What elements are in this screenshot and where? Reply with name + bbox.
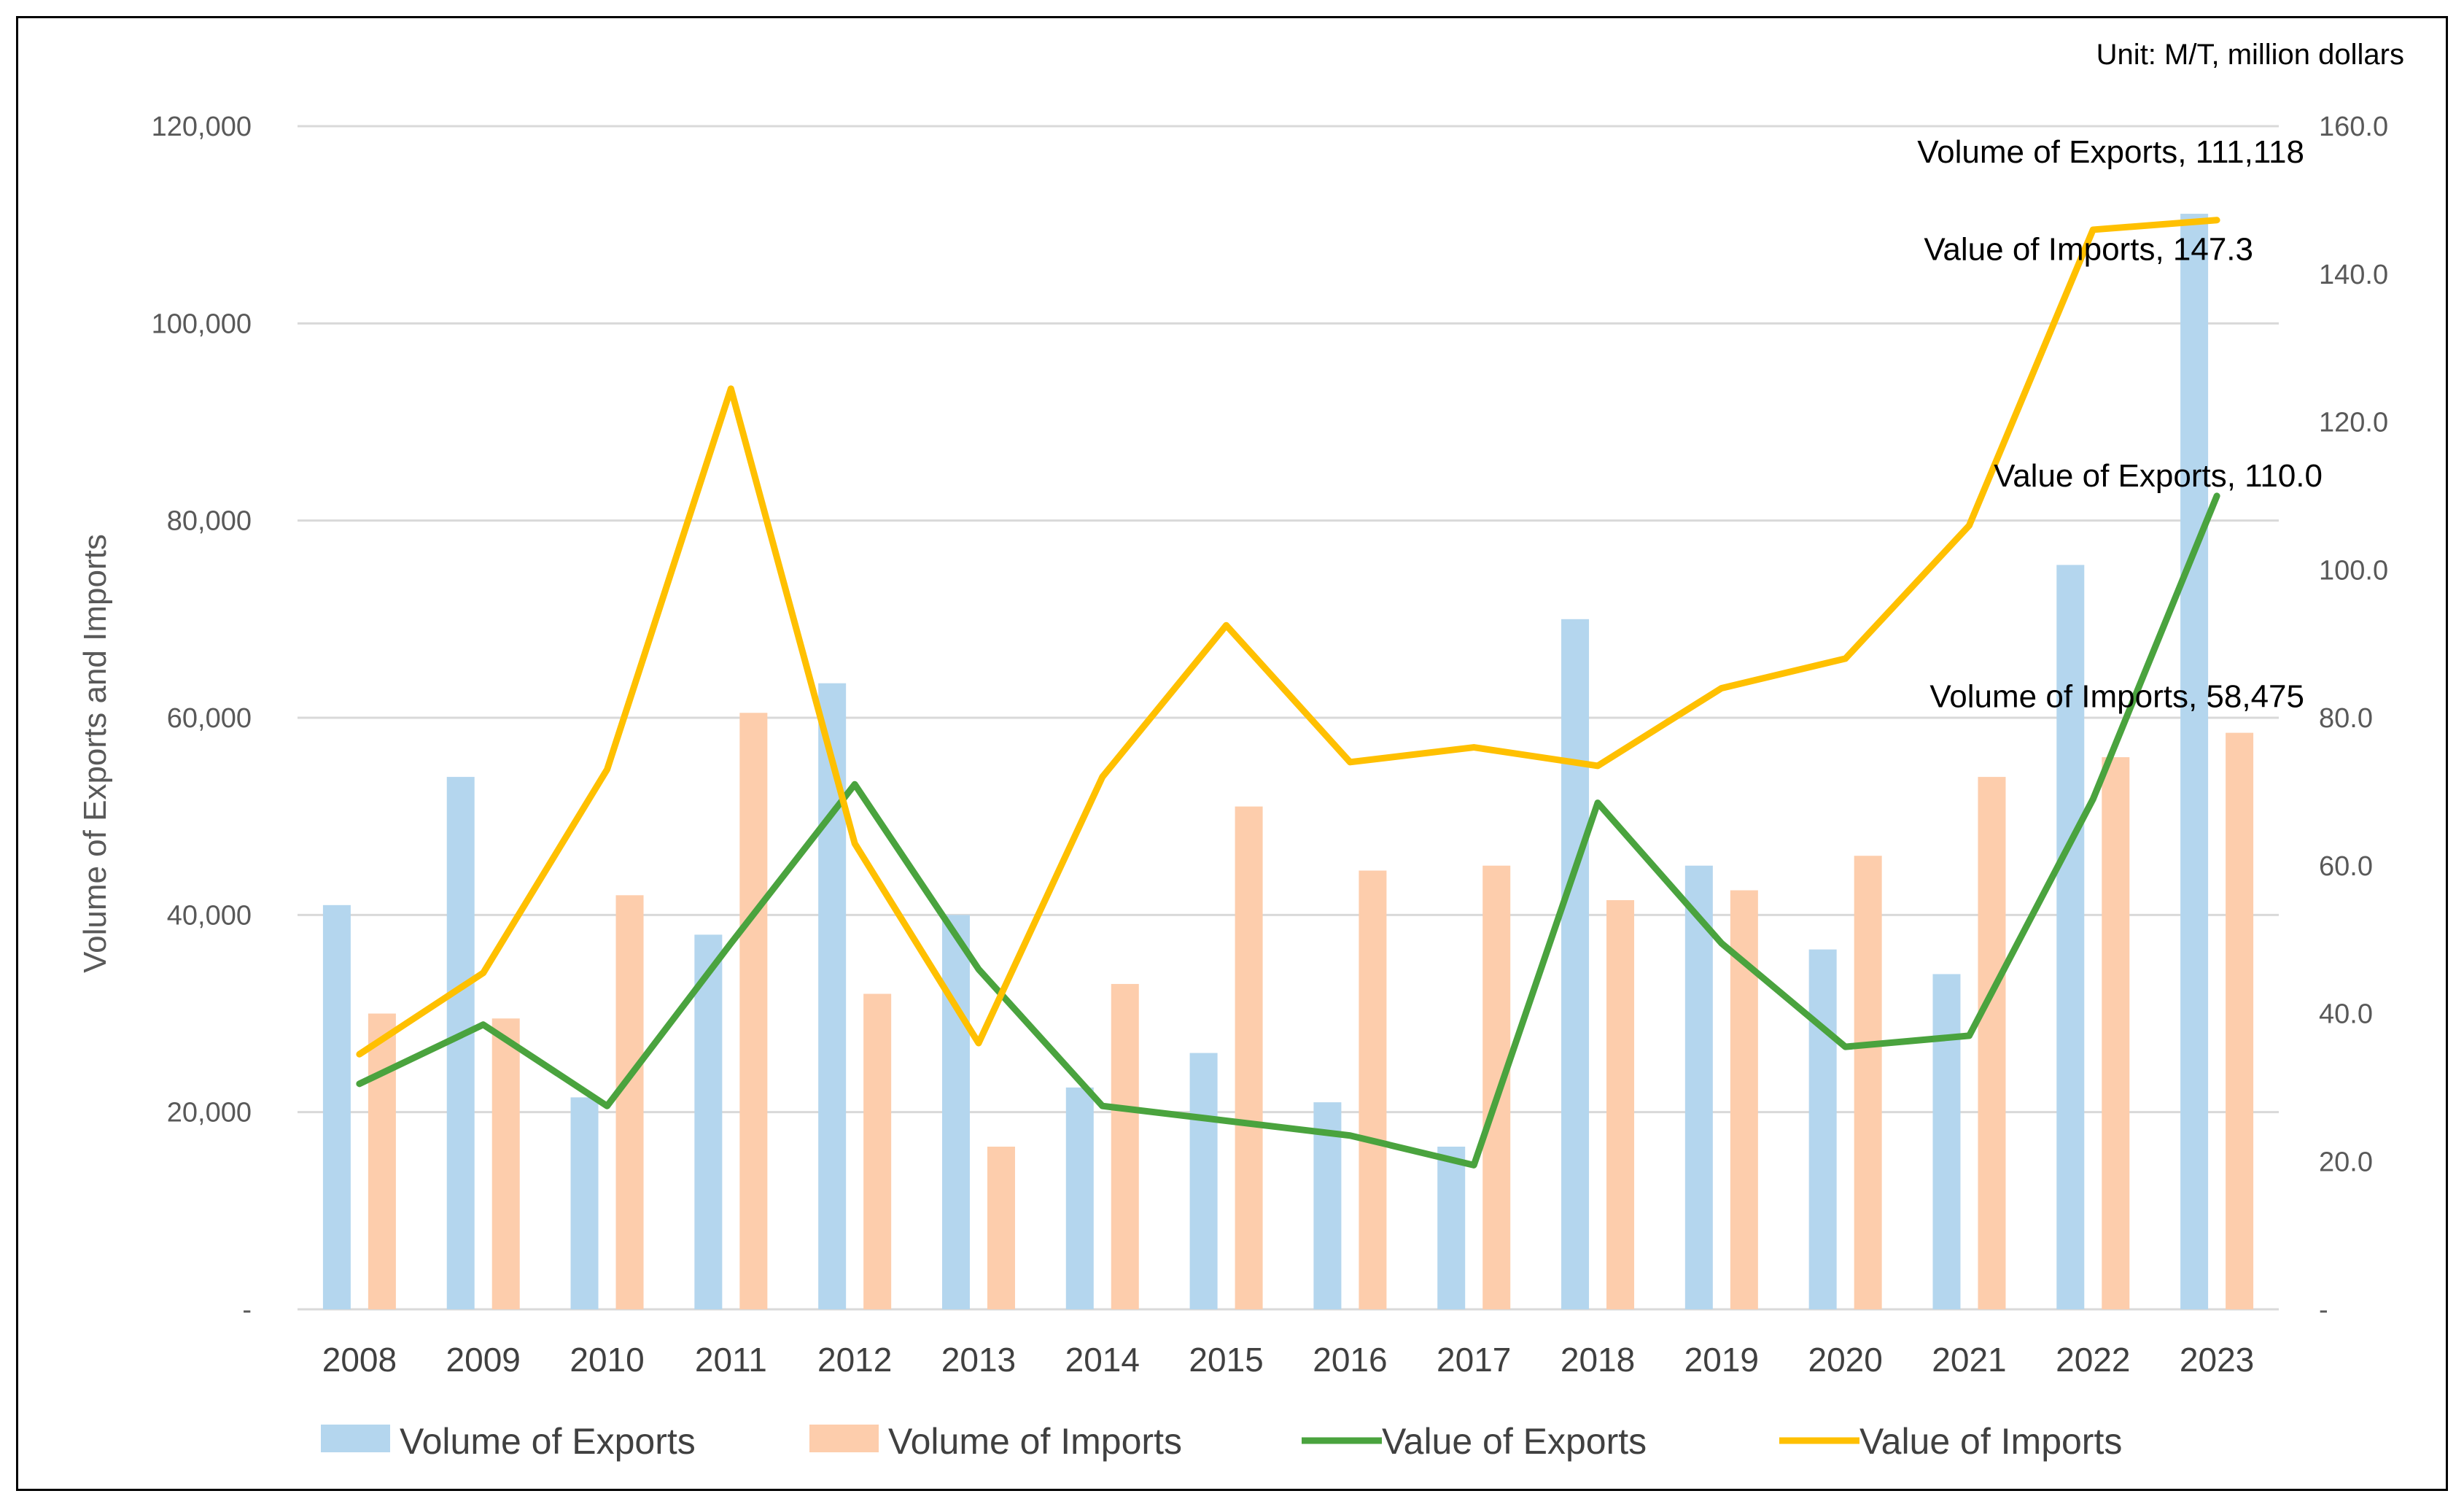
bar-volume-of-imports-2011: [739, 713, 768, 1309]
right-tick-label: 100.0: [2319, 555, 2388, 586]
legend-label-volume-of-exports: Volume of Exports: [400, 1421, 696, 1462]
right-tick-label: 20.0: [2319, 1147, 2373, 1177]
chart: -20,00040,00060,00080,000100,000120,000 …: [77, 39, 2404, 1462]
bar-volume-of-imports-2022: [2102, 757, 2130, 1309]
x-tick-label: 2013: [941, 1341, 1016, 1379]
right-tick-label: 80.0: [2319, 703, 2373, 734]
bar-volume-of-exports-2008: [322, 904, 351, 1309]
right-tick-label: 140.0: [2319, 260, 2388, 290]
line-value-of-imports: [356, 217, 2220, 1058]
bar-volume-of-imports-2021: [1978, 777, 2006, 1309]
right-axis-ticks: - 20.0 40.0 60.0 80.0 100.0 120.0 140.0 160.0: [2319, 112, 2388, 1325]
x-tick-label: 2023: [2180, 1341, 2254, 1379]
annotation-value-of-imports: Value of Imports, 147.3: [1924, 232, 2253, 268]
legend-swatch-volume-of-exports: [321, 1425, 390, 1452]
chart-frame: -20,000 40,000 60,000 80,000 100,000 120,000 …: [16, 16, 2448, 1491]
x-tick-label: 2019: [1684, 1341, 1759, 1379]
x-tick-label: 2018: [1561, 1341, 1635, 1379]
annotation-volume-of-exports: Volume of Exports, 111,118: [1917, 134, 2304, 170]
left-tick-label: -: [242, 1295, 252, 1325]
annotation-volume-of-imports: Volume of Imports, 58,475: [1929, 679, 2304, 715]
annotations: Volume of Exports, 111,118 Value of Impor…: [1917, 134, 2323, 715]
bar-volume-of-exports-2019: [1684, 865, 1713, 1309]
bar-volume-of-exports-2015: [1189, 1053, 1218, 1309]
x-tick-label: 2008: [322, 1341, 397, 1379]
bar-volume-of-imports-2020: [1854, 856, 1882, 1309]
left-tick-label: 120,000: [152, 112, 252, 142]
bar-volume-of-exports-2021: [1932, 974, 1961, 1309]
x-tick-label: 2014: [1065, 1341, 1140, 1379]
legend-label-value-of-exports: Value of Exports: [1382, 1421, 1647, 1462]
bar-volume-of-exports-2013: [941, 915, 970, 1309]
right-tick-label: -: [2319, 1295, 2328, 1325]
bar-volume-of-exports-2018: [1561, 619, 1590, 1309]
right-tick-label: 60.0: [2319, 851, 2373, 882]
legend-label-volume-of-imports: Volume of Imports: [888, 1421, 1182, 1462]
bar-volume-of-imports-2013: [987, 1146, 1015, 1309]
left-tick-label: 40,000: [167, 900, 252, 931]
legend-label-value-of-imports: Value of Imports: [1859, 1421, 2122, 1462]
bar-volume-of-imports-2010: [615, 895, 644, 1309]
x-tick-label: 2015: [1189, 1341, 1263, 1379]
bar-volume-of-exports-2011: [694, 934, 723, 1309]
x-tick-label: 2016: [1313, 1341, 1387, 1379]
bar-volume-of-exports-2022: [2056, 565, 2085, 1309]
x-tick-label: 2011: [695, 1341, 767, 1379]
x-tick-label: 2012: [817, 1341, 892, 1379]
x-axis-ticks: 2008 2009 2010 2011 2012 2013 2014 2015 2016 2017…: [322, 1341, 2255, 1379]
bar-volume-of-exports-2010: [570, 1097, 599, 1309]
left-tick-label: 100,000: [152, 309, 252, 339]
x-tick-label: 2010: [570, 1341, 644, 1379]
x-tick-label: 2017: [1437, 1341, 1511, 1379]
left-tick-label: 80,000: [167, 506, 252, 537]
right-tick-label: 160.0: [2319, 112, 2388, 142]
bar-volume-of-imports-2023: [2226, 732, 2254, 1309]
bar-volume-of-exports-2017: [1437, 1146, 1466, 1309]
bar-volume-of-imports-2018: [1606, 900, 1635, 1309]
legend: Volume of Exports Volume of Imports Value …: [321, 1421, 2122, 1462]
x-tick-label: 2009: [446, 1341, 521, 1379]
bar-volume-of-exports-2023: [2180, 214, 2209, 1309]
annotation-value-of-exports: Value of Exports, 110.0: [1994, 458, 2323, 494]
bars: [322, 214, 2254, 1309]
unit-label: Unit: M/T, million dollars: [2096, 39, 2404, 71]
left-axis-ticks: - 20,000 40,000 60,000 80,000 100,000 120,000: [152, 112, 252, 1325]
right-tick-label: 120.0: [2319, 408, 2388, 438]
bar-volume-of-imports-2008: [368, 1013, 396, 1309]
bar-volume-of-imports-2009: [491, 1018, 520, 1309]
legend-swatch-volume-of-imports: [809, 1425, 879, 1452]
x-tick-label: 2020: [1808, 1341, 1882, 1379]
bar-volume-of-exports-2014: [1065, 1087, 1094, 1309]
bar-volume-of-imports-2017: [1482, 865, 1511, 1309]
left-tick-label: 20,000: [167, 1098, 252, 1128]
bar-volume-of-exports-2020: [1808, 949, 1837, 1309]
left-tick-label: 60,000: [167, 703, 252, 734]
right-tick-label: 40.0: [2319, 999, 2373, 1030]
lines: [356, 217, 2220, 1169]
x-tick-label: 2021: [1932, 1341, 2006, 1379]
bar-volume-of-exports-2012: [818, 683, 847, 1309]
y-axis-label: Volume of Exports and Imports: [77, 534, 113, 973]
bar-volume-of-imports-2014: [1111, 983, 1139, 1309]
bar-volume-of-imports-2015: [1235, 806, 1263, 1309]
bar-volume-of-imports-2016: [1359, 870, 1387, 1309]
line-value-of-exports: [356, 492, 2220, 1169]
x-tick-label: 2022: [2056, 1341, 2130, 1379]
bar-volume-of-imports-2012: [863, 993, 892, 1309]
